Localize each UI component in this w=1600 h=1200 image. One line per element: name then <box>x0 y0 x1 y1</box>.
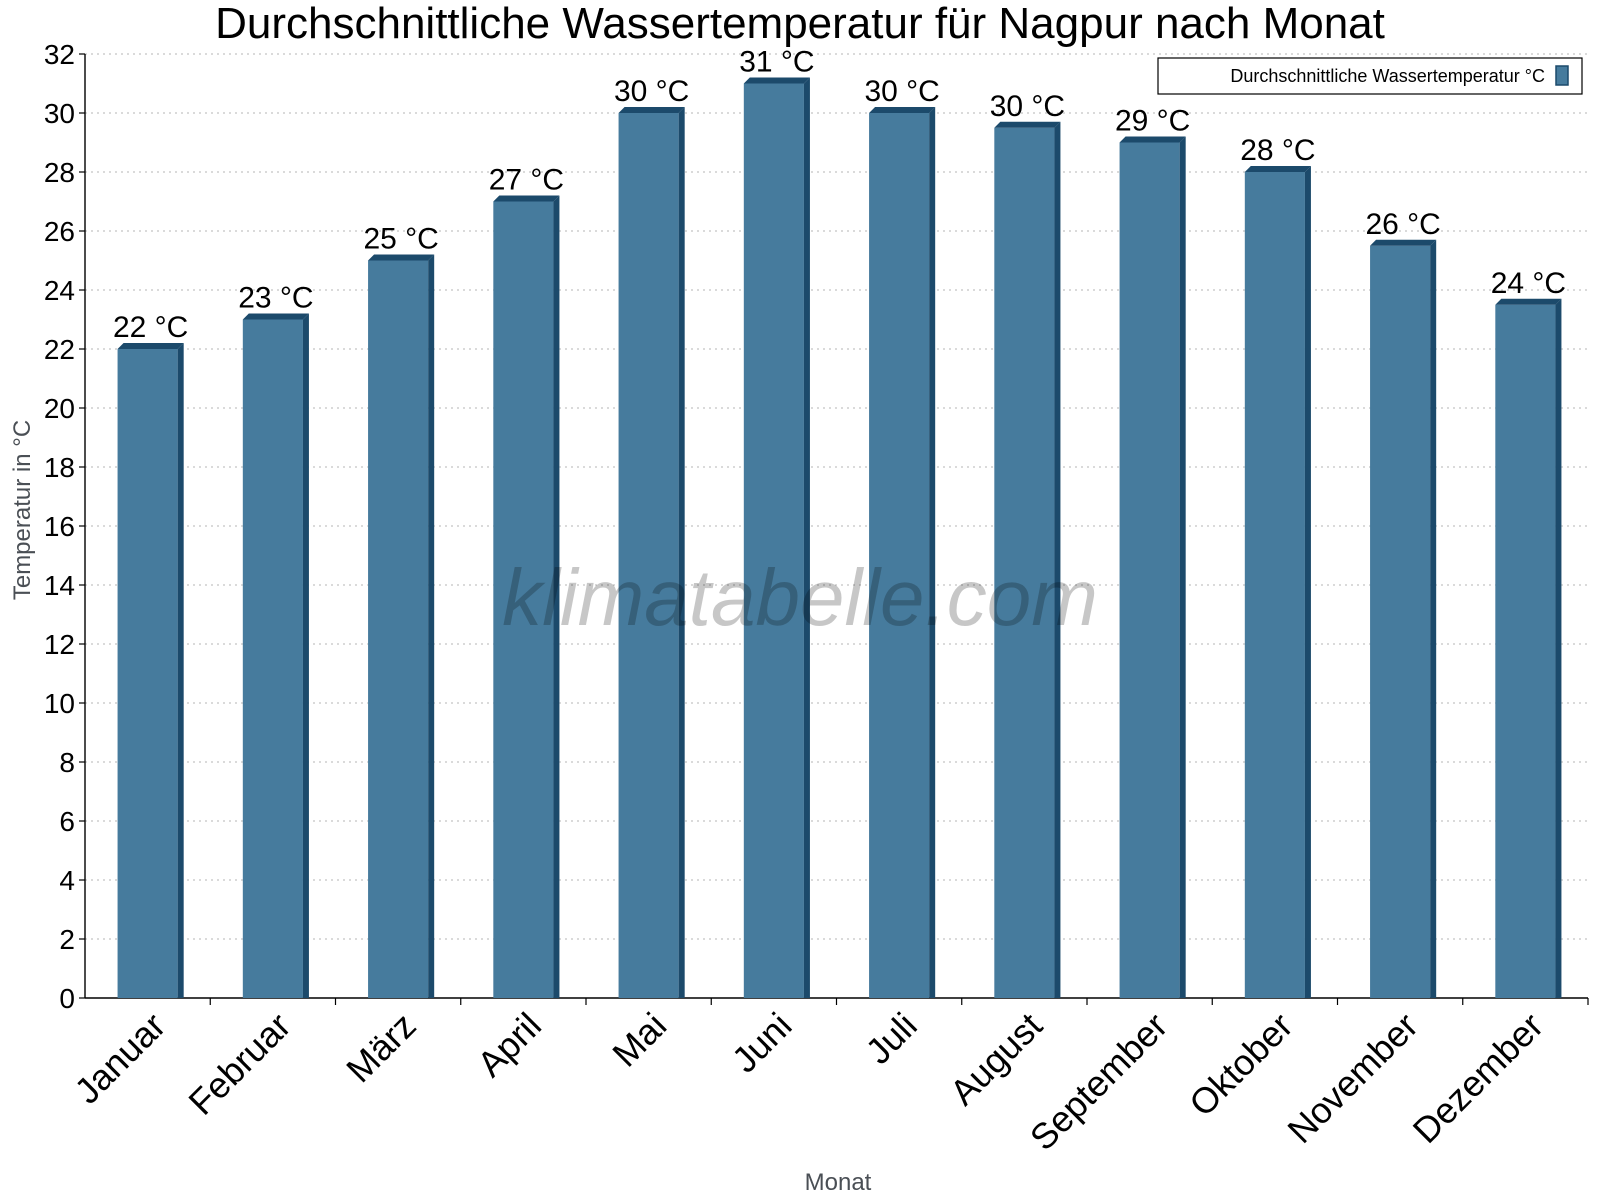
bar <box>744 78 810 999</box>
bar-face <box>118 349 178 998</box>
y-tick-label: 16 <box>44 511 75 542</box>
x-tick-label: Oktober <box>1181 1005 1301 1125</box>
bar-side <box>1430 240 1436 998</box>
bar-face <box>1370 246 1430 998</box>
watermark: klimatabelle.com <box>502 553 1098 642</box>
x-tick-label: Juli <box>858 1005 925 1072</box>
x-tick-label: März <box>338 1005 424 1091</box>
bars <box>118 78 1562 999</box>
legend: Durchschnittliche Wassertemperatur °C <box>1158 58 1582 94</box>
bar-side <box>303 314 309 999</box>
bar-face <box>368 261 428 999</box>
bar-face <box>1120 143 1180 999</box>
x-tick-label: Februar <box>180 1005 298 1123</box>
data-label: 27 °C <box>489 164 564 197</box>
y-tick-label: 18 <box>44 452 75 483</box>
y-tick-label: 30 <box>44 98 75 129</box>
x-tick-label: November <box>1279 1005 1425 1151</box>
y-tick-label: 12 <box>44 629 75 660</box>
y-tick-label: 4 <box>59 865 75 896</box>
y-tick-label: 8 <box>59 747 75 778</box>
x-axis-ticks: Januar Februar März April Mai Juni Juli AugustS… <box>66 1005 1551 1159</box>
bar <box>1495 299 1561 998</box>
x-tick-label: April <box>469 1005 549 1085</box>
bar-face <box>243 320 303 999</box>
bar <box>243 314 309 999</box>
y-tick-label: 24 <box>44 275 75 306</box>
y-tick-label: 6 <box>59 806 75 837</box>
bar-side <box>1305 166 1311 998</box>
data-label: 26 °C <box>1365 208 1440 241</box>
legend-label: Durchschnittliche Wassertemperatur °C <box>1230 66 1545 86</box>
bar-side <box>178 343 184 998</box>
bar <box>118 343 184 998</box>
legend-swatch <box>1556 66 1568 85</box>
x-tick-label: Juni <box>724 1005 800 1081</box>
bar-face <box>1495 305 1555 998</box>
data-label: 30 °C <box>990 90 1065 123</box>
data-label: 24 °C <box>1491 267 1566 300</box>
bar-face <box>1245 172 1305 998</box>
data-label: 25 °C <box>363 223 438 256</box>
data-label: 31 °C <box>739 46 814 79</box>
bar-side <box>1555 299 1561 998</box>
y-tick-label: 32 <box>44 39 75 70</box>
bar <box>1245 166 1311 998</box>
bar-side <box>804 78 810 999</box>
y-tick-label: 22 <box>44 334 75 365</box>
y-tick-label: 26 <box>44 216 75 247</box>
y-tick-label: 10 <box>44 688 75 719</box>
data-label: 29 °C <box>1115 105 1190 138</box>
bar-face <box>744 84 804 999</box>
x-tick-label: August <box>942 1005 1050 1113</box>
y-tick-label: 20 <box>44 393 75 424</box>
data-label: 30 °C <box>864 75 939 108</box>
bar <box>1120 137 1186 999</box>
grid <box>85 54 1588 939</box>
axes <box>85 54 1588 1005</box>
x-tick-label: Dezember <box>1405 1005 1551 1151</box>
data-label: 30 °C <box>614 75 689 108</box>
bar <box>368 255 434 999</box>
y-tick-label: 14 <box>44 570 75 601</box>
data-label: 22 °C <box>113 311 188 344</box>
bar-side <box>1180 137 1186 999</box>
x-axis-title: Monat <box>805 1169 872 1196</box>
data-label: 23 °C <box>238 282 313 315</box>
bar <box>1370 240 1436 998</box>
bar-side <box>428 255 434 999</box>
x-tick-label: Mai <box>604 1005 674 1075</box>
data-label: 28 °C <box>1240 134 1315 167</box>
x-tick-label: September <box>1022 1005 1176 1159</box>
y-tick-label: 2 <box>59 924 75 955</box>
y-axis-ticks: 02468101214161820222426283032 <box>44 39 85 1014</box>
x-tick-label: Januar <box>66 1005 173 1112</box>
y-tick-label: 28 <box>44 157 75 188</box>
chart-title: Durchschnittliche Wassertemperatur für N… <box>215 0 1385 48</box>
y-tick-label: 0 <box>59 983 75 1014</box>
y-axis-title: Temperatur in °C <box>9 420 36 600</box>
